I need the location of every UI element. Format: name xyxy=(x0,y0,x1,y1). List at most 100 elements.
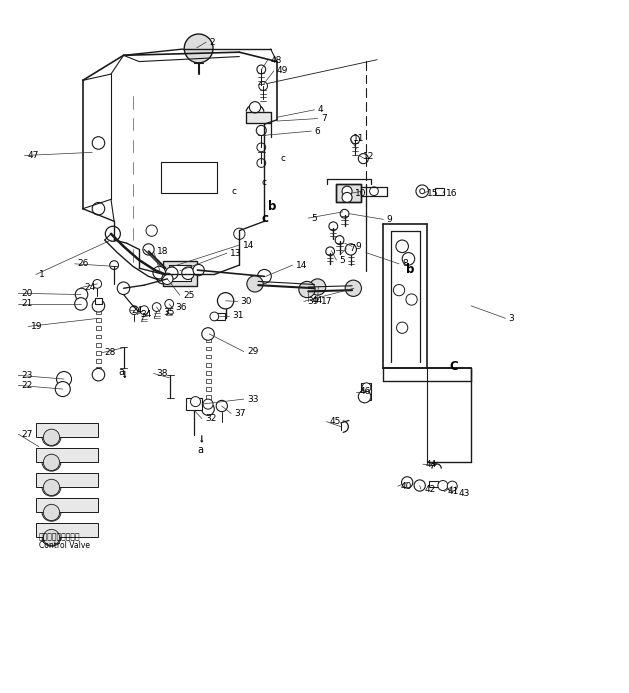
Text: 26: 26 xyxy=(78,259,89,268)
Circle shape xyxy=(249,102,260,113)
Text: c: c xyxy=(261,211,269,225)
Circle shape xyxy=(393,285,404,296)
Text: 1: 1 xyxy=(39,270,45,279)
Text: 33: 33 xyxy=(247,394,259,403)
Circle shape xyxy=(259,82,267,90)
Circle shape xyxy=(109,261,118,270)
Circle shape xyxy=(247,276,263,292)
Text: a: a xyxy=(198,445,204,455)
Text: 17: 17 xyxy=(321,297,332,306)
Circle shape xyxy=(257,270,271,283)
Circle shape xyxy=(257,143,265,152)
Bar xyxy=(206,362,211,367)
Circle shape xyxy=(402,252,415,265)
Circle shape xyxy=(191,396,201,407)
Bar xyxy=(163,261,197,286)
Circle shape xyxy=(396,240,408,252)
Circle shape xyxy=(257,65,265,73)
Circle shape xyxy=(329,222,338,231)
Text: 49: 49 xyxy=(277,67,288,76)
Circle shape xyxy=(351,135,360,144)
Circle shape xyxy=(184,34,213,63)
Text: 27: 27 xyxy=(21,430,33,439)
Circle shape xyxy=(92,202,104,215)
Text: 7: 7 xyxy=(350,245,355,254)
Circle shape xyxy=(401,477,413,488)
Circle shape xyxy=(75,298,87,310)
Bar xyxy=(206,338,211,342)
Circle shape xyxy=(218,292,234,309)
Text: 16: 16 xyxy=(446,188,457,198)
Text: 21: 21 xyxy=(21,299,33,308)
Text: 32: 32 xyxy=(205,414,216,423)
Circle shape xyxy=(345,244,357,255)
Circle shape xyxy=(43,505,60,520)
Circle shape xyxy=(75,288,88,301)
Bar xyxy=(206,346,211,350)
Circle shape xyxy=(309,279,326,295)
Circle shape xyxy=(414,480,425,491)
Bar xyxy=(206,395,211,399)
Circle shape xyxy=(92,137,104,149)
Circle shape xyxy=(342,186,352,196)
Text: 6: 6 xyxy=(314,127,320,136)
Circle shape xyxy=(153,266,165,279)
Circle shape xyxy=(55,382,70,396)
Bar xyxy=(96,359,101,362)
Circle shape xyxy=(193,265,204,276)
Text: a: a xyxy=(119,367,125,377)
Circle shape xyxy=(105,227,120,241)
Circle shape xyxy=(257,159,265,168)
Text: C: C xyxy=(449,360,458,373)
Circle shape xyxy=(43,529,60,545)
Text: 3: 3 xyxy=(509,314,515,323)
Polygon shape xyxy=(36,473,99,487)
Text: b: b xyxy=(406,263,415,276)
Text: 13: 13 xyxy=(230,249,242,258)
Text: 14: 14 xyxy=(243,240,254,249)
Text: 12: 12 xyxy=(364,152,375,161)
Text: 4: 4 xyxy=(318,105,323,114)
Text: 40: 40 xyxy=(401,482,412,491)
Circle shape xyxy=(234,228,245,239)
Circle shape xyxy=(359,390,371,403)
Text: 45: 45 xyxy=(330,417,341,426)
Circle shape xyxy=(370,187,379,195)
Bar xyxy=(362,383,372,401)
Circle shape xyxy=(359,154,369,164)
Circle shape xyxy=(43,429,60,446)
Circle shape xyxy=(447,481,457,491)
Text: 30: 30 xyxy=(241,297,252,306)
Bar xyxy=(96,335,101,338)
Polygon shape xyxy=(337,184,362,202)
Text: 24: 24 xyxy=(131,306,143,315)
Text: 46: 46 xyxy=(360,387,371,396)
Circle shape xyxy=(256,125,266,135)
Text: 19: 19 xyxy=(31,322,43,331)
Text: 38: 38 xyxy=(157,369,168,378)
Text: 11: 11 xyxy=(353,134,365,143)
Circle shape xyxy=(202,328,214,340)
Circle shape xyxy=(130,306,138,315)
Text: 8: 8 xyxy=(402,259,408,268)
Text: 18: 18 xyxy=(157,247,168,256)
Text: 39: 39 xyxy=(307,297,318,306)
Text: 22: 22 xyxy=(21,381,33,390)
Circle shape xyxy=(92,369,104,381)
Circle shape xyxy=(326,247,335,256)
Circle shape xyxy=(216,401,228,412)
Circle shape xyxy=(162,273,173,285)
Bar xyxy=(186,398,202,410)
Bar xyxy=(206,371,211,375)
Circle shape xyxy=(406,294,417,305)
Circle shape xyxy=(342,193,352,202)
Circle shape xyxy=(165,299,174,308)
Bar xyxy=(214,313,225,320)
Text: 35: 35 xyxy=(163,308,174,317)
Circle shape xyxy=(157,272,169,284)
Text: 28: 28 xyxy=(104,349,116,358)
Bar xyxy=(96,310,101,314)
Text: 7: 7 xyxy=(321,114,326,123)
Text: 29: 29 xyxy=(247,347,259,356)
Bar xyxy=(206,387,211,391)
